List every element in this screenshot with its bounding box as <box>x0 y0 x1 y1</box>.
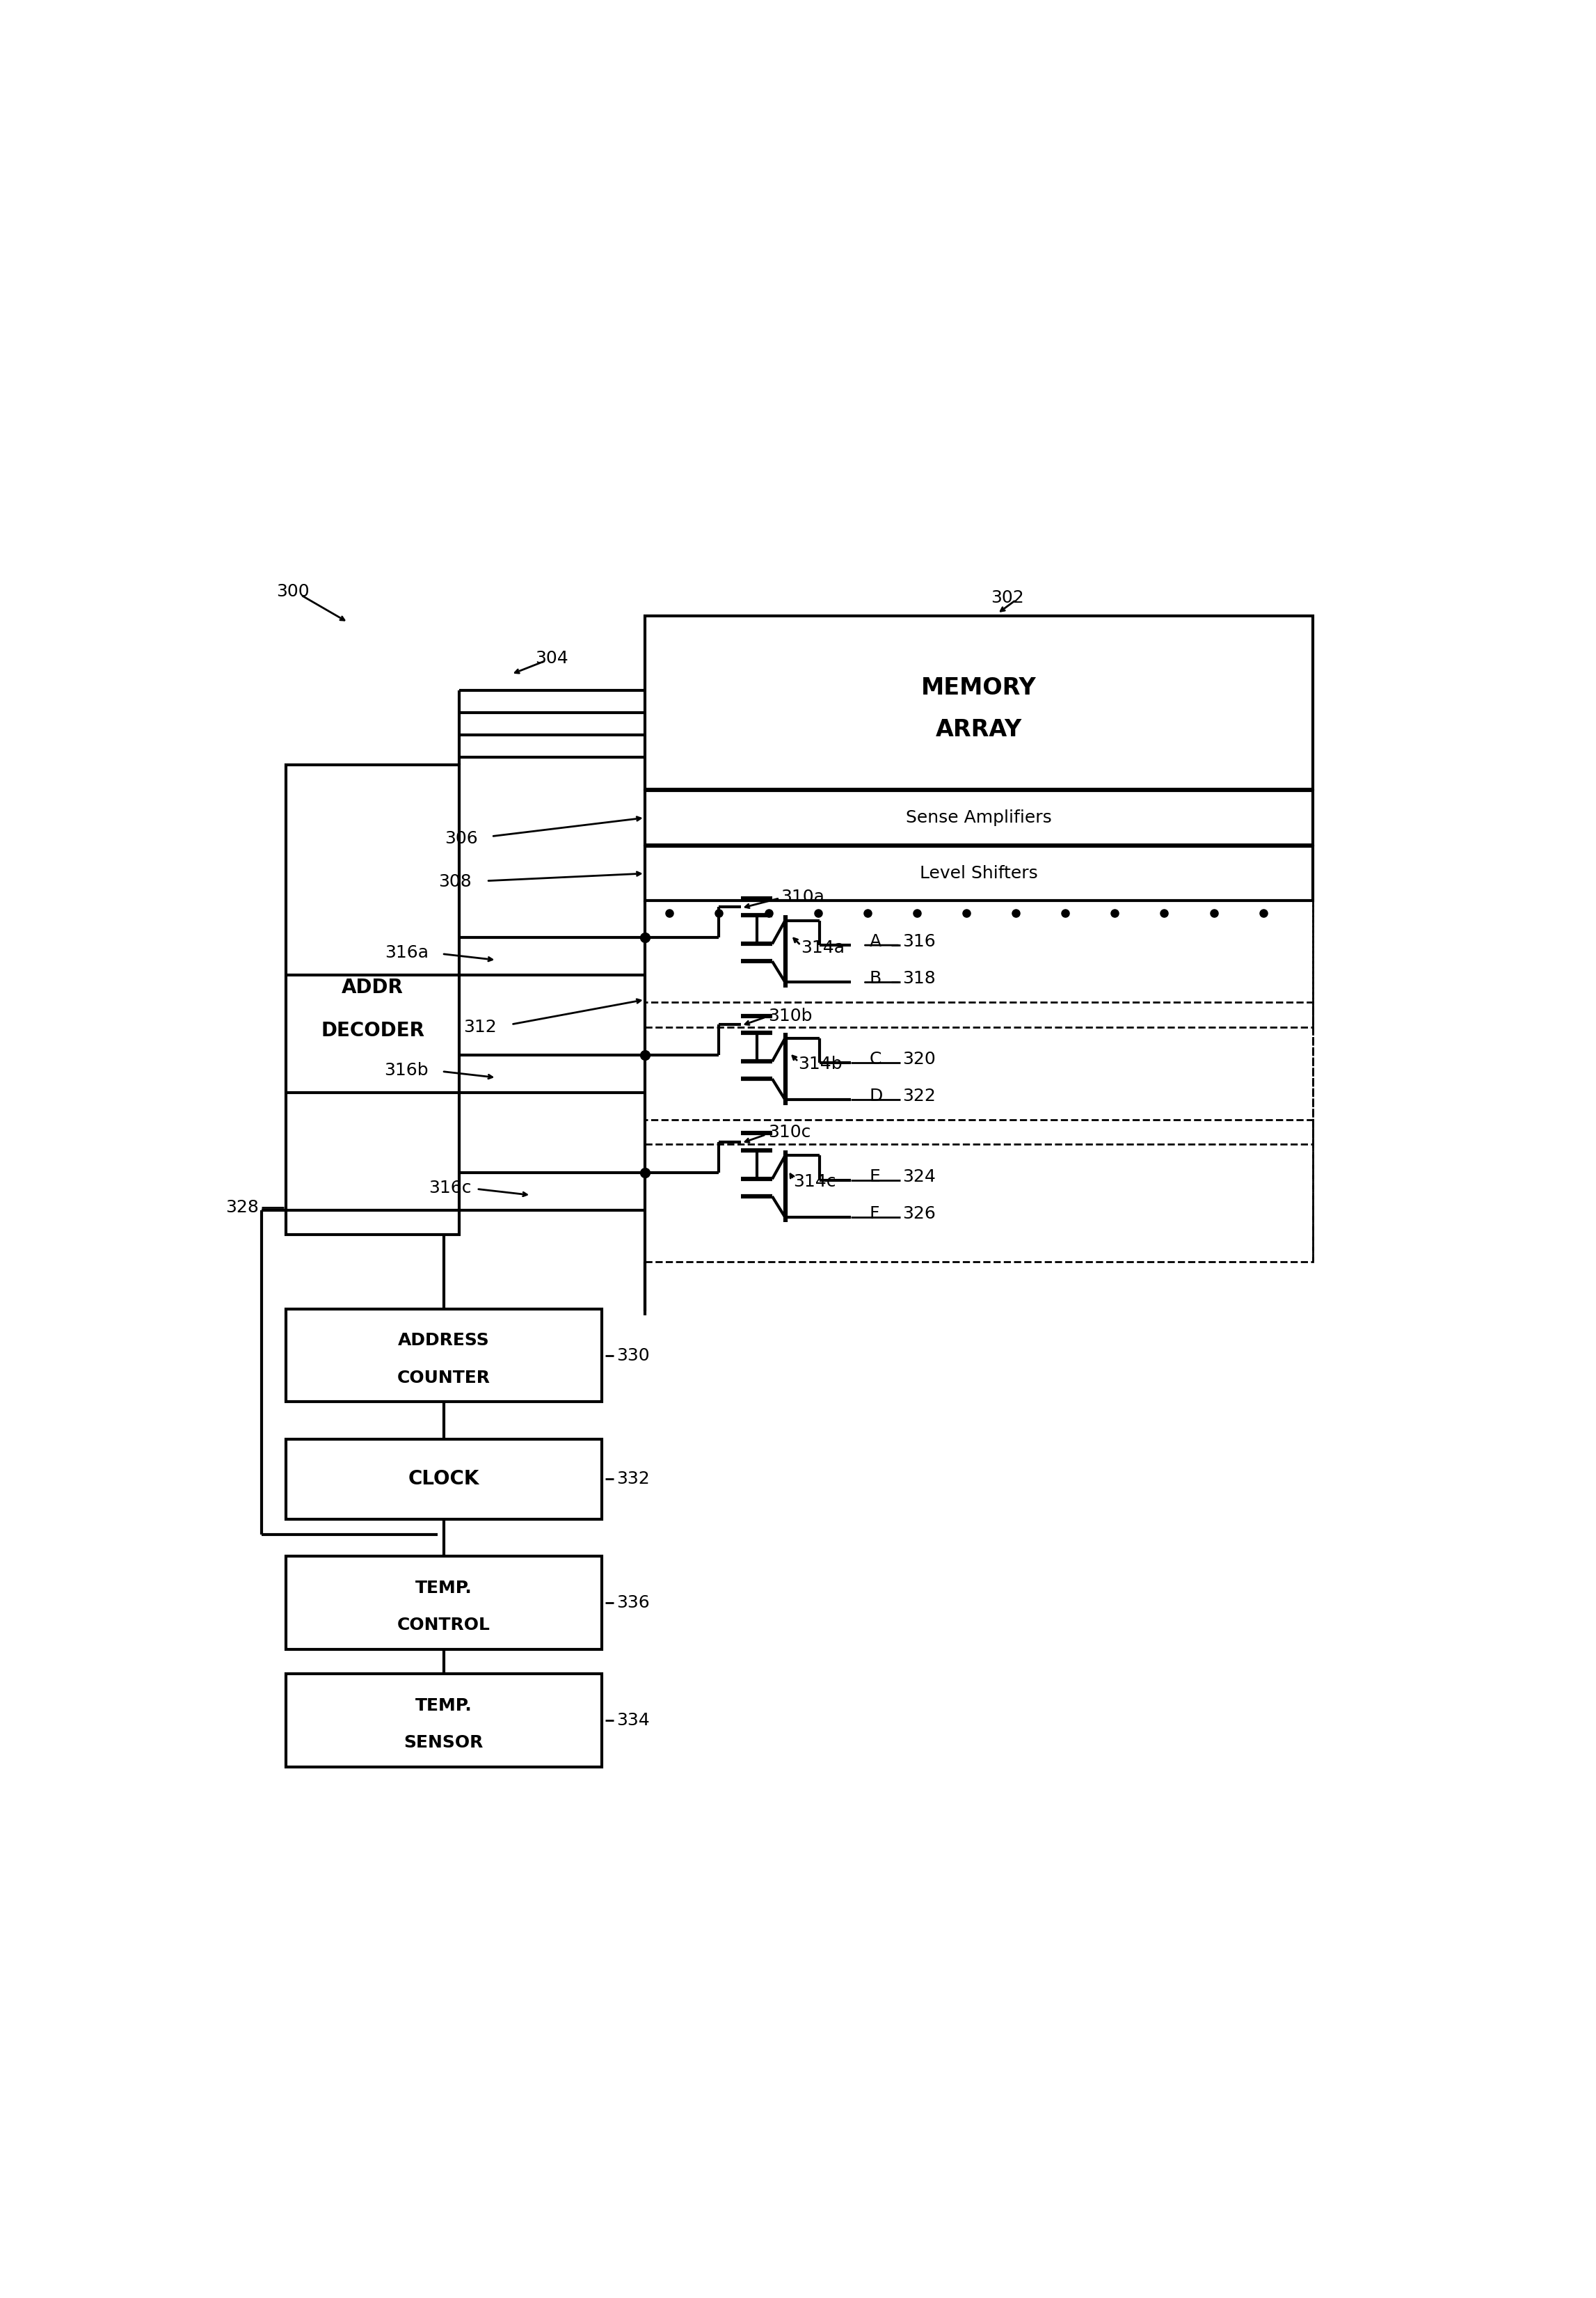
Bar <box>645 1119 1312 1262</box>
Text: F: F <box>870 1206 879 1223</box>
Bar <box>286 1673 602 1767</box>
Text: 314a: 314a <box>801 940 844 956</box>
Text: CLOCK: CLOCK <box>409 1468 479 1489</box>
Bar <box>645 616 1312 788</box>
Bar <box>645 1002 1312 1144</box>
Text: 314b: 314b <box>798 1055 843 1073</box>
Text: 332: 332 <box>616 1471 650 1487</box>
Text: 314c: 314c <box>793 1174 836 1190</box>
Text: A: A <box>870 933 881 949</box>
Text: ADDRESS: ADDRESS <box>397 1333 490 1349</box>
Text: ARRAY: ARRAY <box>935 719 1021 742</box>
Text: 316b: 316b <box>385 1062 428 1078</box>
Text: Level Shifters: Level Shifters <box>919 864 1037 882</box>
Text: 300: 300 <box>276 584 310 600</box>
Text: TEMP.: TEMP. <box>415 1579 472 1597</box>
Text: 322: 322 <box>903 1087 935 1105</box>
Text: 334: 334 <box>616 1712 650 1728</box>
Text: 304: 304 <box>535 650 568 666</box>
Bar <box>645 846 1312 901</box>
Text: B: B <box>870 970 881 986</box>
Text: 302: 302 <box>991 588 1025 607</box>
Text: 306: 306 <box>445 830 477 848</box>
Text: 328: 328 <box>225 1200 259 1216</box>
Text: TEMP.: TEMP. <box>415 1698 472 1714</box>
Text: 324: 324 <box>903 1167 935 1186</box>
Text: D: D <box>870 1087 883 1105</box>
Text: Sense Amplifiers: Sense Amplifiers <box>907 809 1052 825</box>
Text: MEMORY: MEMORY <box>921 676 1036 699</box>
Text: 330: 330 <box>616 1347 650 1363</box>
Text: COUNTER: COUNTER <box>397 1370 490 1386</box>
Text: ADDR: ADDR <box>342 977 404 997</box>
Bar <box>286 1439 602 1519</box>
Text: 316: 316 <box>903 933 935 949</box>
Text: 310c: 310c <box>769 1124 811 1140</box>
Text: CONTROL: CONTROL <box>397 1618 490 1634</box>
Text: C: C <box>870 1050 881 1066</box>
Bar <box>286 1310 602 1402</box>
Text: 316a: 316a <box>385 944 428 961</box>
Bar <box>645 791 1312 846</box>
Text: 310b: 310b <box>769 1007 812 1025</box>
Text: 308: 308 <box>439 873 472 889</box>
Text: E: E <box>870 1167 881 1186</box>
Bar <box>645 885 1312 1027</box>
Text: 316c: 316c <box>429 1179 472 1195</box>
Text: 310a: 310a <box>780 889 825 905</box>
Text: 312: 312 <box>463 1018 496 1034</box>
Text: 320: 320 <box>903 1050 935 1066</box>
Text: 326: 326 <box>903 1206 935 1223</box>
Text: DECODER: DECODER <box>321 1020 425 1041</box>
Bar <box>286 765 460 1234</box>
Text: 318: 318 <box>903 970 935 986</box>
Bar <box>286 1556 602 1650</box>
Text: 336: 336 <box>616 1595 650 1611</box>
Text: SENSOR: SENSOR <box>404 1735 484 1751</box>
